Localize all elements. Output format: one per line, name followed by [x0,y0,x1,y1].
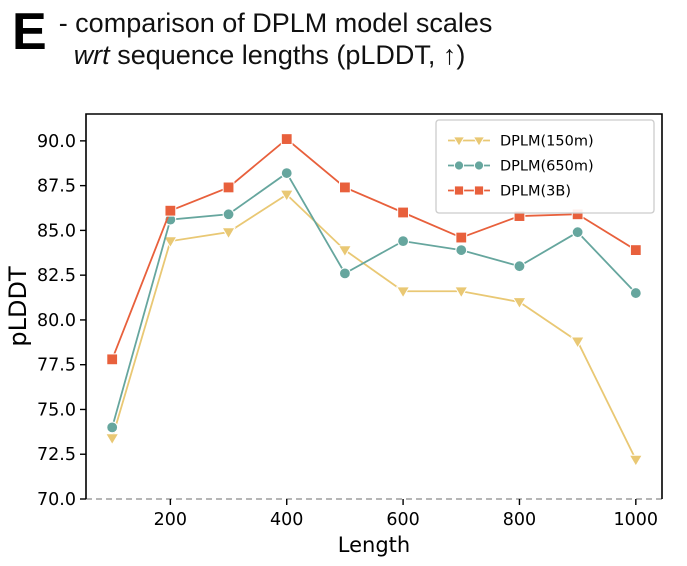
y-tick-label: 87.5 [37,177,76,197]
y-tick-label: 72.5 [37,445,76,465]
figure-header: E - comparison of DPLM model scales wrt … [0,0,687,100]
x-axis-label: Length [338,533,410,557]
series-DPLM(150m) [104,189,644,467]
title-wrt: wrt [73,40,110,71]
x-axis: 200 400 600 800 1000 [154,499,658,530]
line-chart: 70.0 72.5 75.0 77.5 80.0 82.5 85.0 87.5 90.0 200 4… [4,113,663,557]
series-DPLM(650m) [106,167,642,434]
x-tick-label: 400 [270,510,303,530]
legend-label: DPLM(3B) [500,184,571,200]
legend-label: DPLM(150m) [500,134,594,150]
legend-label: DPLM(650m) [500,159,594,175]
panel-label: E [12,3,47,61]
y-axis-label: pLDDT [4,266,32,347]
title-line-2: wrt sequence lengths (pLDDT, ↑) [74,39,493,71]
y-axis: 70.0 72.5 75.0 77.5 80.0 82.5 85.0 87.5 90.0 [37,132,86,510]
x-tick-label: 1000 [614,510,659,530]
legend: DPLM(150m) DPLM(650m) DPLM(3B) [435,119,655,214]
axes [85,113,663,500]
figure-title: - comparison of DPLM model scales wrt se… [59,7,493,72]
y-tick-label: 82.5 [37,266,76,286]
y-tick-label: 85.0 [37,221,76,241]
plot-spines [85,113,663,499]
y-tick-label: 77.5 [37,356,76,376]
x-tick-label: 800 [503,510,536,530]
x-tick-label: 600 [386,510,419,530]
y-tick-label: 75.0 [37,400,76,420]
x-tick-label: 200 [154,510,187,530]
y-tick-label: 80.0 [37,311,76,331]
y-tick-label: 90.0 [37,132,76,152]
y-tick-label: 70.0 [37,490,76,510]
title-line-2-rest: sequence lengths (pLDDT, ↑) [109,40,466,71]
title-line-1: - comparison of DPLM model scales [58,8,493,38]
